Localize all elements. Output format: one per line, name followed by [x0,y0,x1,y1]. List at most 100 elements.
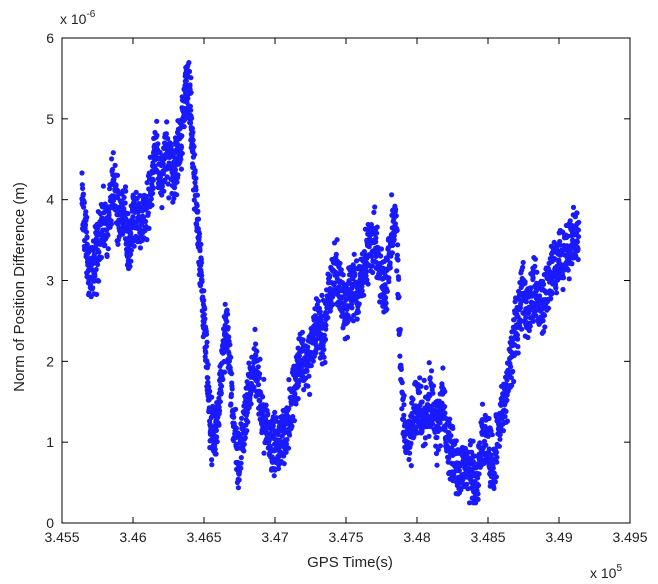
data-point [199,279,205,285]
data-point [301,387,307,393]
y-axis-ticks: 0 1 2 3 4 5 6 [46,30,630,531]
data-point [175,172,181,178]
data-point [396,276,402,282]
x-axis-ticks: 3.455 3.46 3.465 3.47 3.475 3.48 3.485 3.49 3.49… [44,38,648,545]
data-point [321,346,327,353]
data-point [106,212,112,218]
data-point [344,334,351,340]
data-point [196,231,203,237]
data-point [389,192,395,198]
data-point [96,278,102,284]
data-point [401,393,407,399]
data-point [123,188,129,194]
data-point [467,442,473,448]
data-point [541,281,547,287]
data-point [231,414,237,420]
data-point [125,211,131,217]
data-point [397,326,403,333]
x-multiplier-base: x 10 [590,565,617,581]
data-point [222,369,228,375]
data-point [520,259,526,266]
data-point [323,326,329,332]
x-tick-label: 3.46 [119,529,146,545]
data-point [373,235,379,241]
data-point [519,326,525,332]
data-point [202,306,208,312]
data-point [325,315,331,321]
data-point [128,258,134,264]
data-point [408,463,414,469]
data-point [574,239,581,245]
x-tick-label: 3.47 [261,529,288,545]
data-point [540,328,547,335]
data-point [394,252,400,258]
data-point [245,419,251,425]
data-point [179,150,185,156]
data-point [333,251,339,257]
data-point [511,378,517,385]
y-tick-label: 4 [46,192,54,208]
data-point [228,401,234,407]
data-point [107,186,113,192]
data-point [201,311,207,318]
data-point [141,214,147,220]
data-point [191,152,198,158]
data-point [155,141,161,147]
data-point [553,290,560,296]
data-point [493,449,500,455]
data-point [305,383,311,389]
data-point [133,189,139,195]
y-tick-label: 6 [46,30,54,46]
data-point [225,311,231,317]
data-point [378,246,384,252]
data-point [319,292,325,298]
data-point [113,182,119,188]
data-point [450,425,456,431]
data-point [430,421,436,427]
data-point [271,473,277,479]
data-point [281,453,287,459]
x-tick-label: 3.49 [545,529,572,545]
data-point [227,342,233,348]
data-point [120,231,126,237]
data-point [514,332,521,338]
data-point [522,279,528,285]
data-point [164,174,170,180]
data-point [229,386,235,392]
data-point [178,166,184,172]
data-point [383,300,389,306]
data-point [136,213,142,220]
data-point [399,380,405,386]
data-point [165,136,171,142]
data-point [307,391,313,397]
data-point [515,350,521,356]
data-point [413,424,419,430]
data-point [218,390,224,396]
data-point [289,423,295,429]
data-point [383,295,389,301]
data-point [574,210,580,216]
data-point [197,248,203,254]
data-point [493,474,499,480]
data-point [374,230,380,236]
data-point [252,326,258,332]
data-point [349,305,355,311]
data-point [290,414,296,420]
data-point [81,200,87,206]
data-point [105,246,111,252]
data-point [203,350,209,356]
data-point [191,197,197,203]
data-point [188,90,194,96]
data-point [272,409,278,415]
data-point [174,192,180,198]
data-point [190,129,196,135]
data-point [165,181,171,187]
data-point [305,344,311,350]
data-point [575,246,581,252]
data-point [565,267,571,273]
data-point [111,176,117,182]
data-point [310,358,316,364]
data-point [401,402,407,408]
data-point [426,433,432,439]
x-tick-label: 3.48 [403,529,430,545]
